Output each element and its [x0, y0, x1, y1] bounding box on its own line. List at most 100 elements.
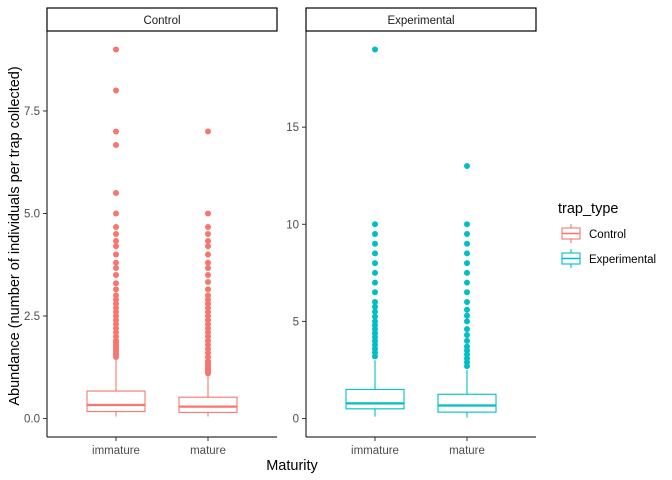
legend: trap_type Control Experimental [558, 201, 656, 268]
outlier-point [464, 337, 470, 344]
y-tick-label: 7.5 [24, 106, 40, 118]
y-tick-label: 10 [286, 219, 299, 231]
outlier-point [113, 210, 119, 217]
outlier-point [372, 240, 378, 247]
outlier-point [113, 304, 119, 311]
outlier-point [205, 321, 211, 328]
x-tick-label: immature [351, 445, 399, 457]
outlier-point [205, 345, 211, 352]
box [178, 396, 238, 413]
outlier-point [464, 231, 470, 237]
outlier-point [113, 237, 119, 244]
outlier-point [372, 303, 378, 310]
facet-panel-1: Experimental 0 5 10 15 immature mature [286, 7, 537, 457]
outlier-point [205, 349, 211, 356]
outlier-point [464, 298, 470, 305]
outlier-point [205, 300, 211, 307]
outlier-point [205, 337, 211, 344]
outlier-point [113, 286, 119, 293]
outlier-point [205, 128, 211, 135]
outlier-point [372, 221, 378, 228]
outlier-point [205, 224, 211, 231]
x-axis-title: Maturity [266, 458, 318, 474]
outlier-point [113, 46, 119, 53]
outlier-point [205, 333, 211, 340]
outlier-point [113, 337, 119, 344]
outlier-point [205, 358, 211, 365]
outlier-point [113, 308, 119, 315]
outlier-point [205, 304, 211, 311]
legend-label: Experimental [589, 254, 656, 266]
outlier-point [205, 296, 211, 303]
outlier-point [464, 318, 470, 325]
outlier-point [205, 278, 211, 285]
box [437, 393, 497, 413]
outlier-point [113, 189, 119, 196]
x-tick-label: mature [449, 445, 485, 457]
outlier-point [464, 269, 470, 276]
legend-label: Control [589, 229, 626, 241]
outlier-point [113, 280, 119, 287]
outlier-point [372, 298, 378, 305]
y-tick-label: 15 [286, 122, 299, 134]
outlier-point [464, 250, 470, 257]
outlier-point [205, 265, 211, 272]
outlier-point [464, 260, 470, 267]
outlier-point [205, 325, 211, 332]
box [86, 390, 146, 413]
outlier-point [372, 279, 378, 286]
y-tick-label: 0 [293, 414, 299, 426]
facet-strip-label: Control [143, 15, 180, 27]
outlier-point [205, 329, 211, 336]
outlier-point [464, 221, 470, 228]
outlier-point [113, 313, 119, 320]
outlier-point [372, 289, 378, 296]
facet-strip [46, 7, 278, 32]
x-tick-label: mature [190, 445, 226, 457]
outlier-point [464, 279, 470, 286]
outlier-point [113, 87, 119, 94]
y-axis-title: Abundance (number of individuals per tra… [7, 66, 23, 405]
outlier-point [372, 269, 378, 276]
outlier-point [464, 332, 470, 339]
outlier-point [205, 317, 211, 324]
outlier-point [205, 308, 211, 315]
y-tick-label: 0.0 [24, 414, 40, 426]
outlier-point [113, 292, 119, 299]
outlier-point [205, 210, 211, 217]
outlier-point [372, 46, 378, 53]
x-tick-label: immature [92, 445, 140, 457]
facet-strip-label: Experimental [387, 15, 454, 27]
outlier-point [464, 343, 470, 350]
outlier-point [464, 326, 470, 333]
outlier-point [464, 240, 470, 247]
outlier-point [113, 259, 119, 266]
outlier-point [205, 286, 211, 293]
outlier-point [113, 128, 119, 135]
outlier-point [464, 306, 470, 313]
outlier-point [205, 292, 211, 299]
facet-panel-0: Control 0.0 2.5 5.0 7.5 immature mature [24, 7, 278, 457]
outlier-point [113, 142, 119, 149]
outlier-point [205, 243, 211, 250]
outlier-point [113, 231, 119, 237]
outlier-point [372, 260, 378, 267]
outlier-point [113, 317, 119, 324]
outlier-point [113, 243, 119, 250]
facet-strip [305, 7, 537, 32]
outlier-point [113, 296, 119, 303]
outlier-point [113, 251, 119, 258]
y-tick-label: 5 [293, 316, 299, 328]
outlier-point [205, 251, 211, 258]
outlier-point [205, 237, 211, 244]
outlier-point [205, 313, 211, 320]
outlier-point [205, 354, 211, 361]
outlier-point [372, 318, 378, 325]
outlier-point [464, 312, 470, 319]
y-tick-label: 5.0 [24, 208, 40, 220]
outlier-point [113, 321, 119, 328]
outlier-point [113, 272, 119, 279]
outlier-point [372, 308, 378, 315]
outlier-point [464, 289, 470, 296]
